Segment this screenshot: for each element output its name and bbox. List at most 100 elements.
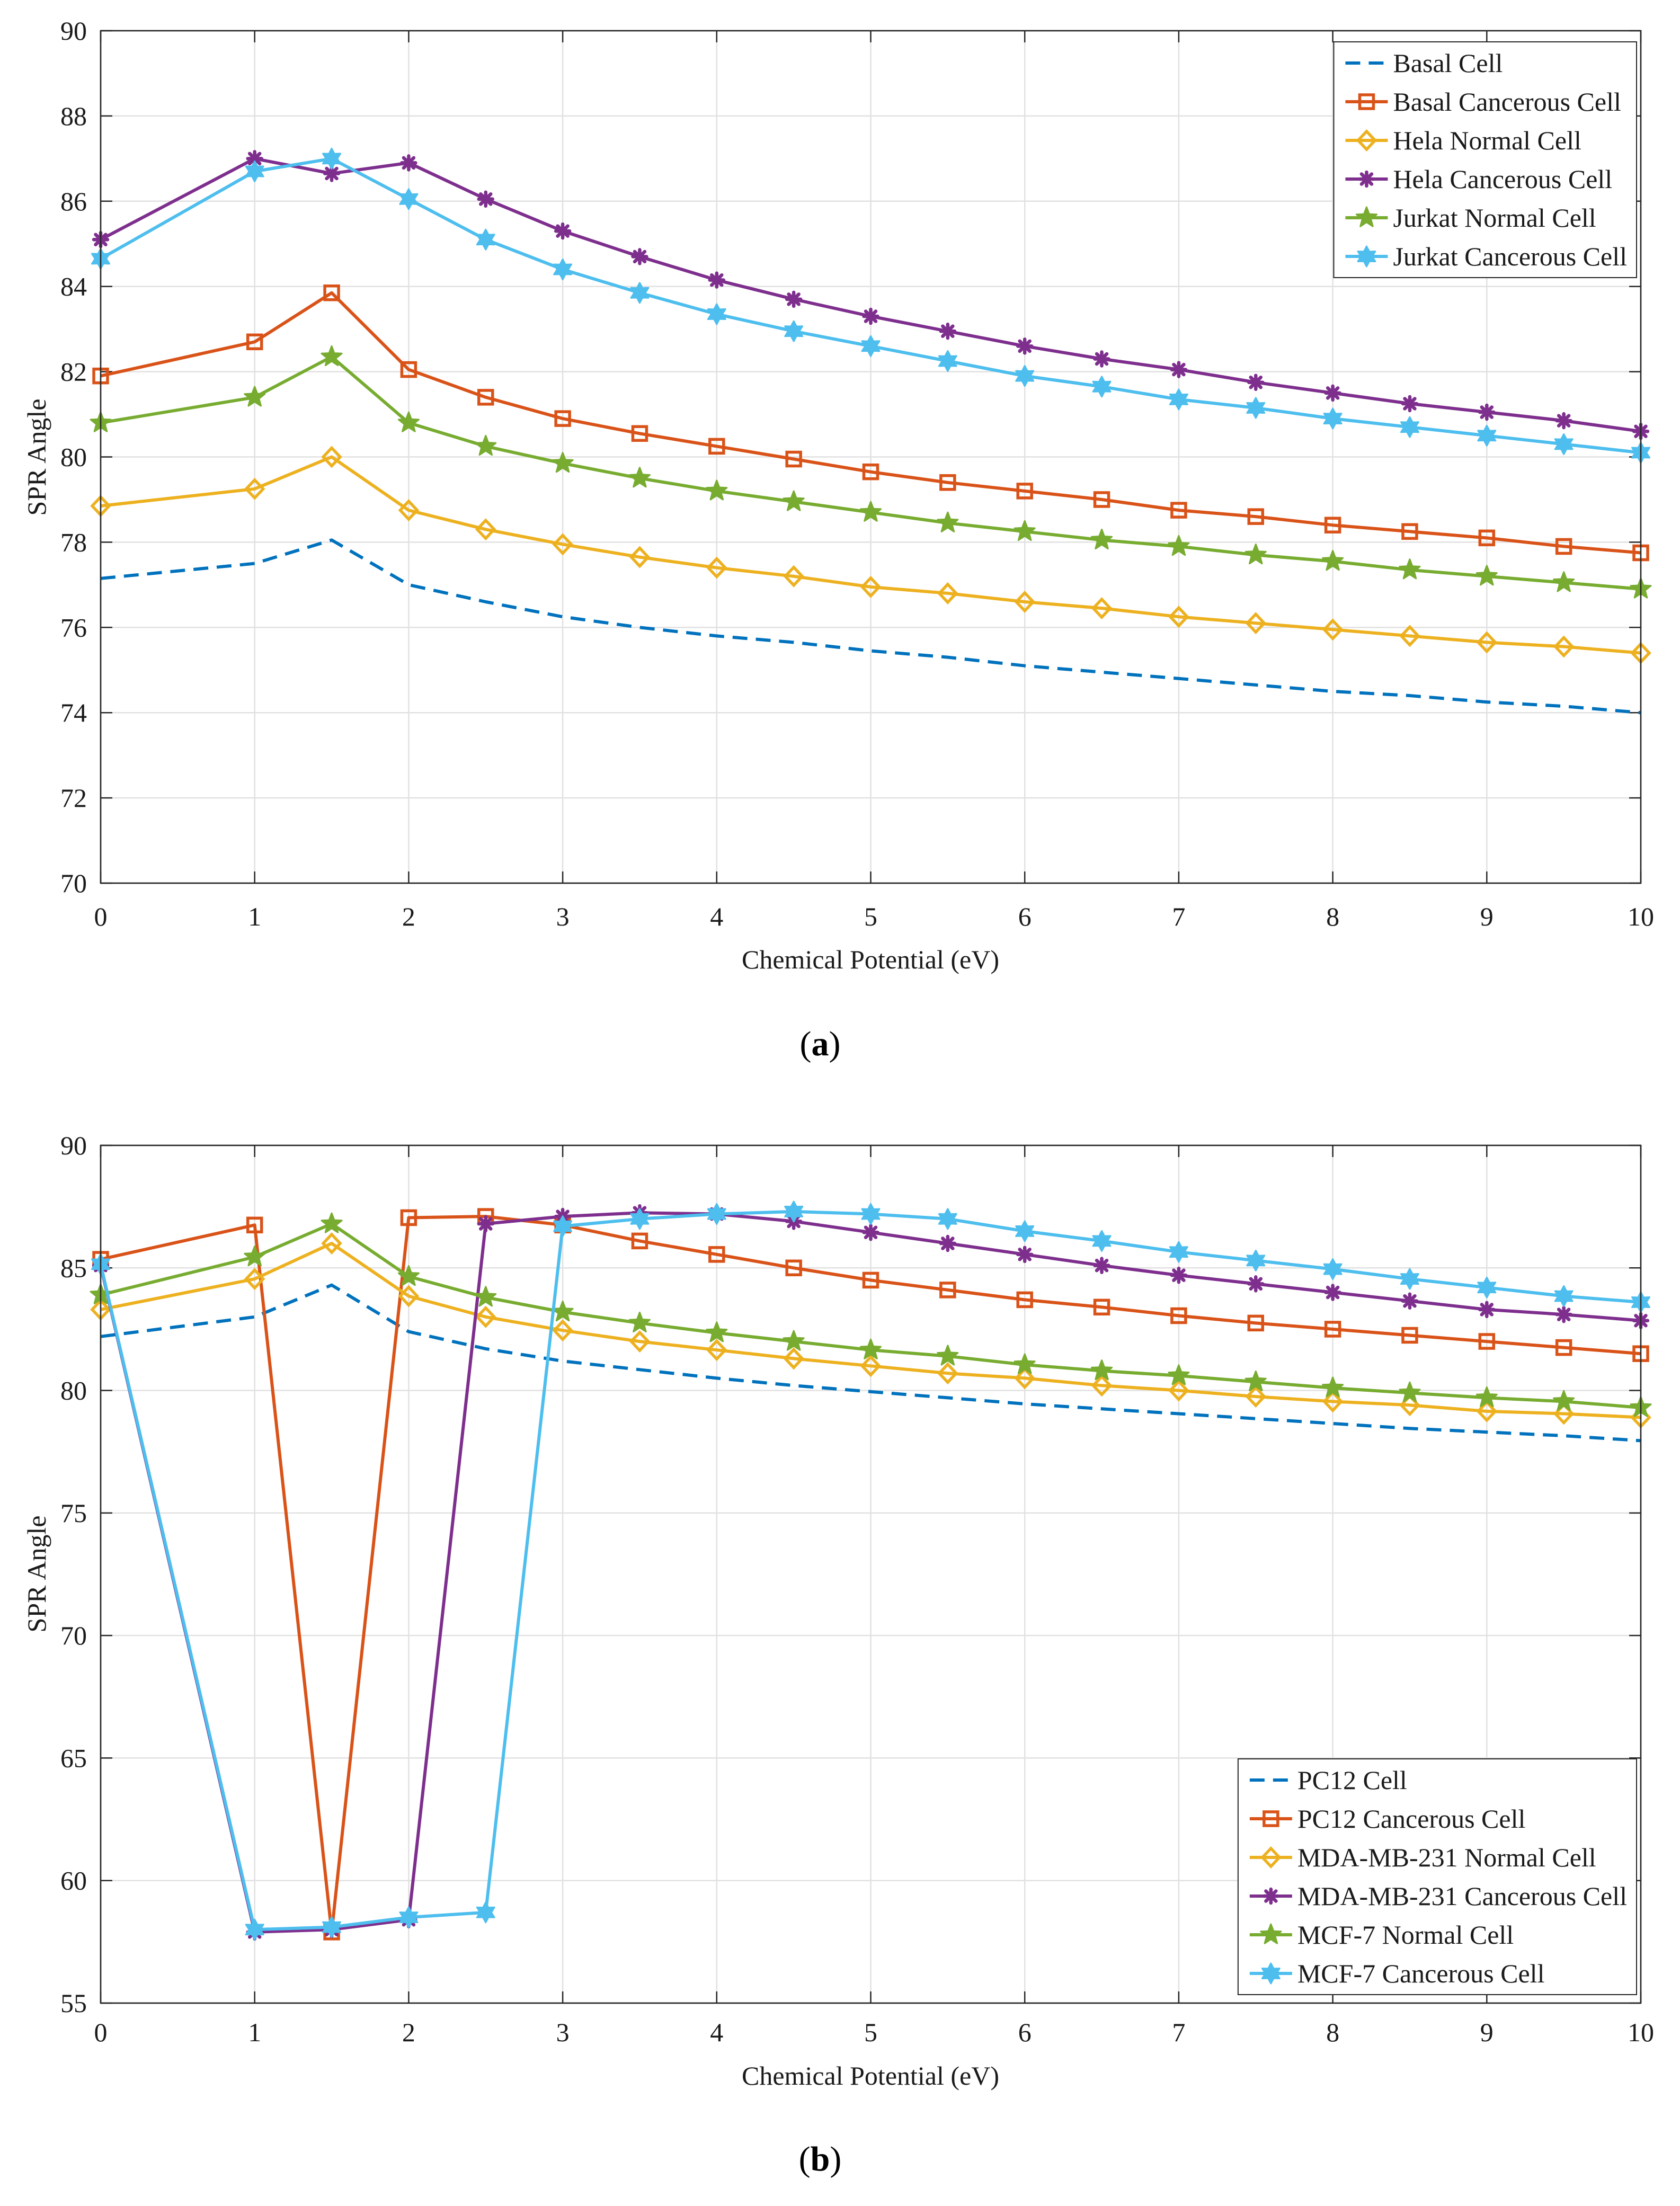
y-tick-label: 70 bbox=[60, 868, 87, 898]
data-point-marker bbox=[783, 490, 805, 511]
panel-label-a: (a) bbox=[800, 1025, 841, 1063]
data-point-marker bbox=[1247, 1314, 1264, 1332]
data-point-marker bbox=[862, 463, 879, 481]
series-line-jurkat-cancerous-cell bbox=[100, 157, 1641, 455]
data-point-marker bbox=[1170, 502, 1187, 519]
data-point-marker bbox=[397, 1265, 420, 1286]
data-point-marker bbox=[1262, 1887, 1280, 1905]
data-point-marker bbox=[1247, 1275, 1265, 1293]
data-point-marker bbox=[322, 1916, 341, 1938]
data-point-marker bbox=[1478, 529, 1496, 547]
data-point-marker bbox=[1168, 606, 1189, 628]
data-point-marker bbox=[706, 1339, 727, 1362]
legend-item-mcf-7-cancerous-cell: MCF-7 Cancerous Cell bbox=[1249, 1959, 1544, 1988]
data-point-marker bbox=[477, 1215, 494, 1233]
data-point-marker bbox=[1399, 1381, 1421, 1402]
y-axis-label: SPR Angle bbox=[22, 399, 51, 516]
data-point-marker bbox=[1475, 565, 1498, 586]
y-tick-label: 75 bbox=[60, 1498, 87, 1528]
x-tick-label: 7 bbox=[1172, 2017, 1185, 2047]
data-point-marker bbox=[476, 1901, 495, 1924]
legend-item-hela-normal-cell: Hela Normal Cell bbox=[1345, 126, 1581, 155]
data-point-marker bbox=[1245, 1385, 1267, 1408]
y-tick-label: 78 bbox=[60, 527, 87, 557]
data-point-marker bbox=[862, 1223, 879, 1241]
data-point-marker bbox=[321, 1232, 342, 1255]
data-point-marker bbox=[322, 147, 341, 170]
data-point-marker bbox=[860, 575, 882, 598]
data-point-marker bbox=[1092, 376, 1112, 398]
data-point-marker bbox=[1356, 129, 1377, 152]
data-point-marker bbox=[398, 499, 420, 522]
data-point-marker bbox=[628, 1311, 651, 1332]
legend-item-hela-cancerous-cell: Hela Cancerous Cell bbox=[1345, 164, 1612, 194]
data-point-marker bbox=[1477, 1276, 1497, 1298]
x-tick-label: 2 bbox=[402, 2017, 415, 2047]
y-tick-label: 88 bbox=[60, 101, 87, 131]
data-point-marker bbox=[475, 1286, 497, 1307]
data-point-marker bbox=[1091, 528, 1113, 550]
data-point-marker bbox=[475, 434, 497, 456]
data-point-marker bbox=[1016, 1291, 1033, 1309]
data-point-marker bbox=[630, 1208, 650, 1230]
data-point-marker bbox=[1091, 597, 1113, 620]
data-point-marker bbox=[708, 271, 726, 289]
legend-item-basal-cancerous-cell: Basal Cancerous Cell bbox=[1345, 87, 1621, 117]
data-point-marker bbox=[937, 1362, 958, 1385]
data-point-marker bbox=[1322, 1376, 1344, 1398]
data-point-marker bbox=[1170, 1266, 1188, 1284]
data-point-marker bbox=[1245, 1370, 1267, 1392]
data-point-marker bbox=[1401, 1327, 1418, 1344]
x-tick-label: 6 bbox=[1018, 902, 1032, 931]
legend-label: MCF-7 Normal Cell bbox=[1297, 1920, 1514, 1950]
x-tick-label: 7 bbox=[1172, 902, 1185, 931]
x-tick-label: 6 bbox=[1018, 2017, 1032, 2047]
data-point-marker bbox=[1324, 384, 1341, 402]
y-tick-label: 60 bbox=[60, 1866, 87, 1896]
data-point-marker bbox=[1323, 407, 1343, 430]
data-point-marker bbox=[1014, 520, 1036, 541]
x-tick-label: 1 bbox=[248, 2017, 261, 2047]
data-point-marker bbox=[862, 1271, 879, 1289]
legend: Basal Cell Basal Cancerous Cell Hela Norma… bbox=[1333, 41, 1637, 278]
data-point-marker bbox=[1399, 1394, 1420, 1417]
data-point-marker bbox=[1322, 550, 1344, 571]
legend-label: Basal Cell bbox=[1393, 48, 1503, 78]
legend-box bbox=[1333, 41, 1637, 278]
data-point-marker bbox=[246, 150, 263, 167]
data-point-marker bbox=[477, 389, 494, 406]
data-point-marker bbox=[244, 477, 265, 500]
data-point-marker bbox=[937, 511, 959, 532]
data-point-marker bbox=[400, 1209, 417, 1226]
x-tick-label: 10 bbox=[1628, 902, 1654, 931]
data-point-marker bbox=[1169, 388, 1188, 411]
data-point-marker bbox=[475, 518, 496, 541]
data-point-marker bbox=[553, 1215, 573, 1238]
legend-item-mcf-7-normal-cell: MCF-7 Normal Cell bbox=[1249, 1920, 1514, 1950]
panel-label-letter: a bbox=[812, 1025, 829, 1063]
data-point-marker bbox=[707, 303, 726, 325]
data-point-marker bbox=[1553, 1390, 1575, 1411]
series-line-basal-cancerous-cell bbox=[100, 291, 1641, 555]
y-tick-label: 74 bbox=[60, 698, 87, 727]
y-tick-label: 80 bbox=[60, 442, 87, 472]
x-tick-label: 1 bbox=[248, 902, 261, 931]
series-line-basal-cell bbox=[100, 538, 1641, 715]
legend-label: Jurkat Cancerous Cell bbox=[1393, 242, 1627, 271]
data-point-marker bbox=[323, 165, 341, 182]
data-point-marker bbox=[1014, 591, 1035, 613]
data-point-marker bbox=[1168, 535, 1190, 556]
data-point-marker bbox=[1014, 1367, 1035, 1390]
series-line-pc12-cancerous-cell bbox=[100, 1215, 1641, 1934]
data-point-marker bbox=[706, 556, 727, 579]
series-line-jurkat-normal-cell bbox=[100, 355, 1641, 591]
data-point-marker bbox=[629, 1330, 651, 1353]
data-point-marker bbox=[399, 1906, 419, 1928]
data-point-marker bbox=[1323, 1258, 1343, 1280]
data-point-marker bbox=[1322, 618, 1344, 641]
x-axis-label: Chemical Potential (eV) bbox=[742, 2061, 999, 2091]
data-point-marker bbox=[1245, 544, 1267, 565]
y-tick-label: 85 bbox=[60, 1253, 87, 1283]
